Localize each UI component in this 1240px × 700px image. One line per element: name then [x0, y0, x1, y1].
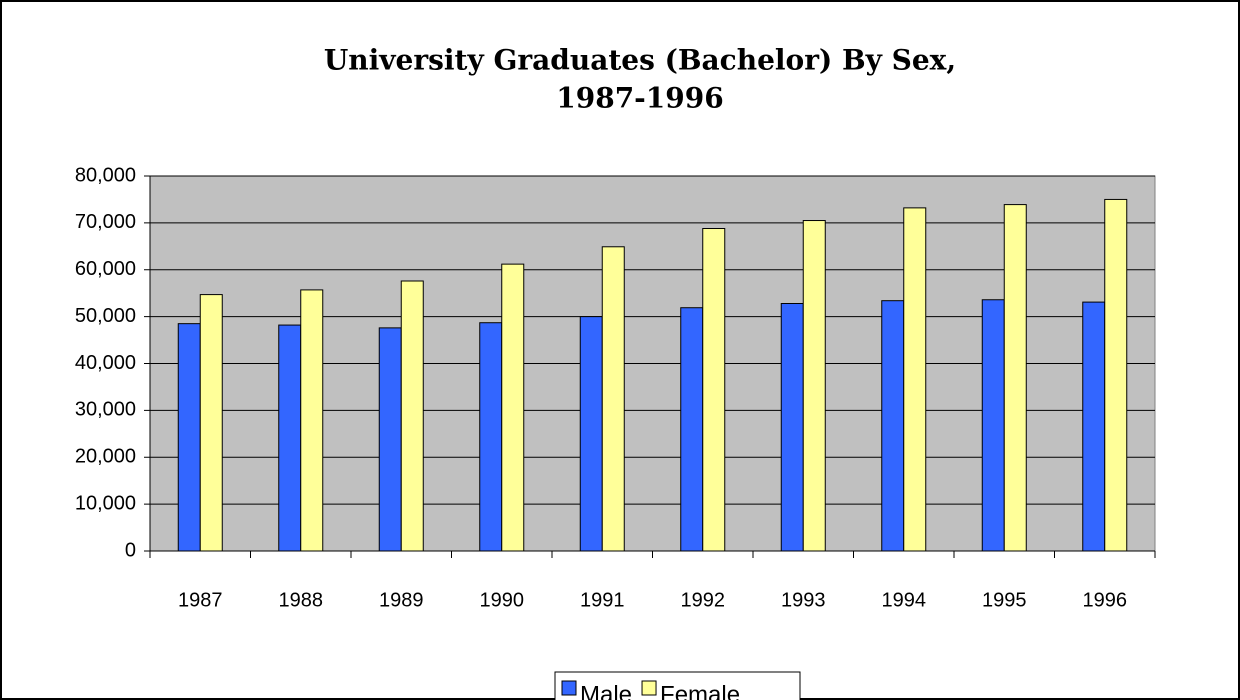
y-tick-label: 70,000 [75, 211, 136, 233]
bar [903, 207, 927, 552]
bar [177, 323, 201, 552]
bar [1003, 204, 1027, 552]
legend-box [554, 671, 801, 700]
bar [1082, 301, 1106, 552]
bar [802, 220, 826, 552]
legend-swatch [641, 680, 657, 696]
chart-title: University Graduates (Bachelor) By Sex, [324, 44, 956, 77]
x-tick-label: 1995 [982, 589, 1027, 611]
chart-title: 1987-1996 [556, 82, 723, 115]
bar [1104, 198, 1128, 552]
bar [300, 289, 324, 552]
bar [278, 324, 302, 552]
y-tick-label: 40,000 [75, 352, 136, 374]
y-tick-label: 30,000 [75, 399, 136, 421]
y-tick-label: 80,000 [75, 164, 136, 186]
x-tick-label: 1993 [781, 589, 826, 611]
x-tick-label: 1994 [882, 589, 927, 611]
x-tick-label: 1991 [580, 589, 625, 611]
bar [501, 263, 525, 552]
legend-label: Female [660, 681, 740, 700]
y-tick-label: 20,000 [75, 446, 136, 468]
y-tick-label: 60,000 [75, 258, 136, 280]
bar [702, 228, 726, 552]
x-tick-label: 1990 [480, 589, 525, 611]
bar [881, 300, 905, 552]
x-tick-label: 1988 [279, 589, 324, 611]
bar [378, 327, 402, 552]
x-tick-label: 1996 [1083, 589, 1128, 611]
y-tick-label: 50,000 [75, 305, 136, 327]
bar [400, 280, 424, 552]
x-tick-label: 1987 [178, 589, 223, 611]
y-tick-label: 0 [125, 539, 136, 561]
bar [981, 299, 1005, 552]
x-tick-label: 1992 [681, 589, 726, 611]
y-tick-label: 10,000 [75, 492, 136, 514]
bar [601, 246, 625, 552]
bar [579, 316, 603, 552]
bar [199, 294, 223, 552]
x-tick-label: 1989 [379, 589, 424, 611]
bar [680, 307, 704, 552]
bar [780, 303, 804, 552]
legend-label: Male [580, 681, 632, 700]
bar [479, 322, 503, 552]
legend-swatch [561, 680, 577, 696]
